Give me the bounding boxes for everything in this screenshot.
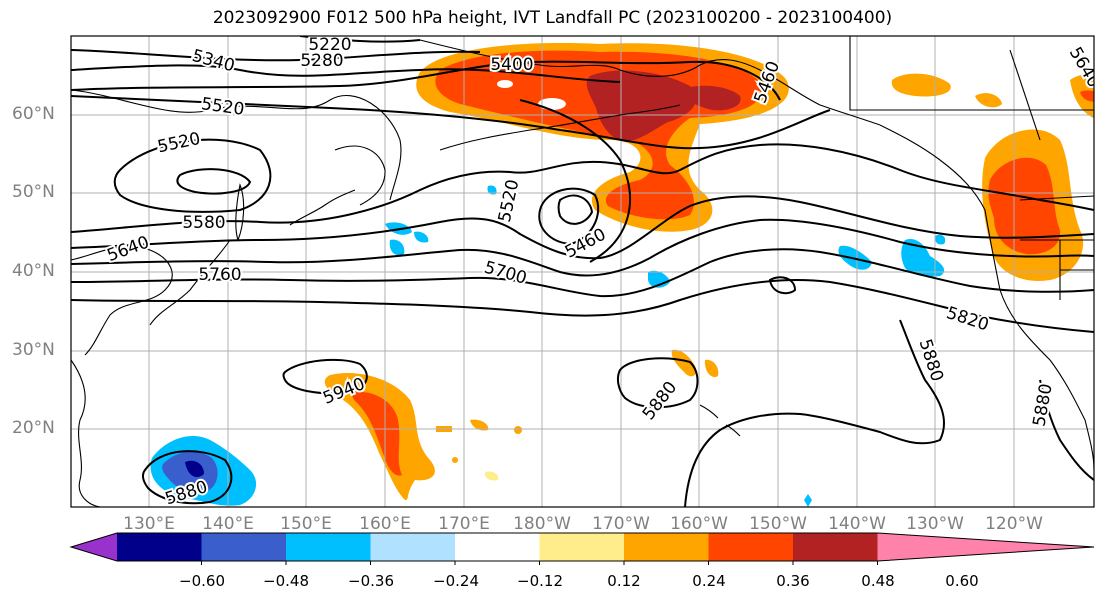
china-coast — [71, 359, 101, 507]
contour-label: 5520 — [200, 94, 246, 120]
contour-label: 5880 — [639, 378, 681, 424]
contour-5880-coast — [1039, 379, 1094, 481]
asia-mainland-coast — [71, 246, 173, 356]
canada-interior-border — [1009, 49, 1041, 141]
kamchatka-coast — [334, 145, 386, 206]
lon-label: 170°W — [592, 514, 650, 534]
contour-5220 — [299, 36, 421, 43]
contour-5520-low — [538, 187, 600, 246]
lon-label: 160°W — [670, 514, 728, 534]
colorbar-tick-label: 0.12 — [607, 572, 641, 590]
colorbar-swatch — [370, 533, 456, 561]
contour-5880-ring — [616, 357, 699, 409]
colorbar-swatch — [624, 533, 709, 561]
lon-label: 130°E — [123, 514, 175, 534]
colorbar-swatch — [201, 533, 287, 561]
map-plot-area: 5220 5340 5280 5400 5520 5520 5520 5580 … — [71, 35, 1104, 507]
colorbar-arrow-right — [877, 533, 1094, 561]
contour-5760-small — [768, 276, 797, 295]
yukon-border — [849, 36, 1094, 111]
coastlines — [71, 36, 1094, 507]
lon-label: 150°E — [280, 514, 332, 534]
contour-5760 — [71, 248, 1094, 298]
colorbar-tick-label: −0.60 — [179, 572, 225, 590]
map-frame — [70, 35, 1095, 508]
contour-label: 5520 — [156, 129, 202, 158]
colorbar-swatch — [793, 533, 878, 561]
contour-5880-east — [684, 319, 945, 507]
colorbar-tick-label: 0.60 — [945, 572, 979, 590]
kuril-islands — [289, 189, 356, 226]
colorbar-swatch — [455, 533, 540, 561]
lat-lon-grid — [71, 36, 1094, 507]
us-states-outline — [1019, 195, 1094, 300]
lon-label: 140°W — [828, 514, 886, 534]
contour-5940 — [282, 358, 368, 395]
contour-5520-upper — [71, 95, 831, 150]
contour-5640 — [71, 195, 1094, 260]
lon-label: 170°E — [438, 514, 490, 534]
contour-label: 5700 — [482, 258, 529, 289]
colorbar-tick-label: −0.12 — [517, 572, 563, 590]
aleutian-islands — [439, 104, 681, 151]
contour-5520-loop — [176, 168, 252, 195]
colorbar-swatch — [708, 533, 794, 561]
colorbar-swatch — [117, 533, 202, 561]
contour-5700 — [71, 218, 1094, 277]
lon-label: 120°W — [985, 514, 1043, 534]
colorbar-arrow-left — [71, 533, 117, 561]
contour-5520-ring — [113, 138, 272, 213]
contour-label: 5580 — [182, 213, 225, 233]
lon-label: 160°E — [359, 514, 411, 534]
contour-5460-inner — [557, 194, 594, 225]
north-america-west-coast — [984, 209, 1094, 471]
contour-label: 5640 — [1065, 44, 1104, 91]
colorbar-tick-label: 0.24 — [692, 572, 726, 590]
lon-label: 140°E — [202, 514, 254, 534]
contour-label: 5400 — [490, 55, 533, 75]
lat-label-40n: 40°N — [12, 261, 55, 281]
lon-label: 180°W — [513, 514, 571, 534]
lon-label: 150°W — [749, 514, 807, 534]
contour-label: 5340 — [190, 46, 237, 77]
lat-label-60n: 60°N — [12, 104, 55, 124]
lat-label-20n: 20°N — [12, 418, 55, 438]
contour-label: 5880 — [915, 337, 947, 384]
hawaii-islands — [699, 404, 741, 437]
contour-label: 5220 — [308, 35, 351, 55]
alaska-southeast-coast — [879, 124, 986, 211]
colorbar-swatch — [286, 533, 371, 561]
contour-label: 5520 — [495, 178, 524, 224]
contour-5580 — [71, 143, 1094, 233]
contour-5460 — [519, 99, 631, 263]
colorbar-tick-label: 0.48 — [861, 572, 895, 590]
contour-5340 — [71, 64, 621, 83]
colorbar-tick-label: −0.36 — [348, 572, 394, 590]
contour-label: 5820 — [944, 303, 991, 335]
colorbar — [69, 532, 1095, 565]
contour-5280 — [71, 49, 481, 62]
contour-label: 5760 — [198, 265, 241, 285]
colorbar-tick-label: −0.24 — [433, 572, 479, 590]
colorbar-swatch — [539, 533, 625, 561]
height-contours — [71, 36, 1094, 507]
colorbar-tick-label: 0.36 — [776, 572, 810, 590]
contour-5820 — [71, 279, 1094, 333]
lon-label: 130°W — [906, 514, 964, 534]
lat-label-50n: 50°N — [12, 182, 55, 202]
lat-label-30n: 30°N — [12, 340, 55, 360]
contour-label: 5280 — [300, 51, 343, 71]
japan-coast — [149, 239, 231, 326]
map-title: 2023092900 F012 500 hPa height, IVT Land… — [212, 8, 893, 28]
contour-5880-west — [142, 450, 233, 505]
colorbar-tick-label: −0.48 — [263, 572, 309, 590]
colorbar-outline — [69, 532, 1095, 562]
contour-label: 5640 — [105, 233, 152, 267]
contour-5400 — [71, 60, 781, 101]
